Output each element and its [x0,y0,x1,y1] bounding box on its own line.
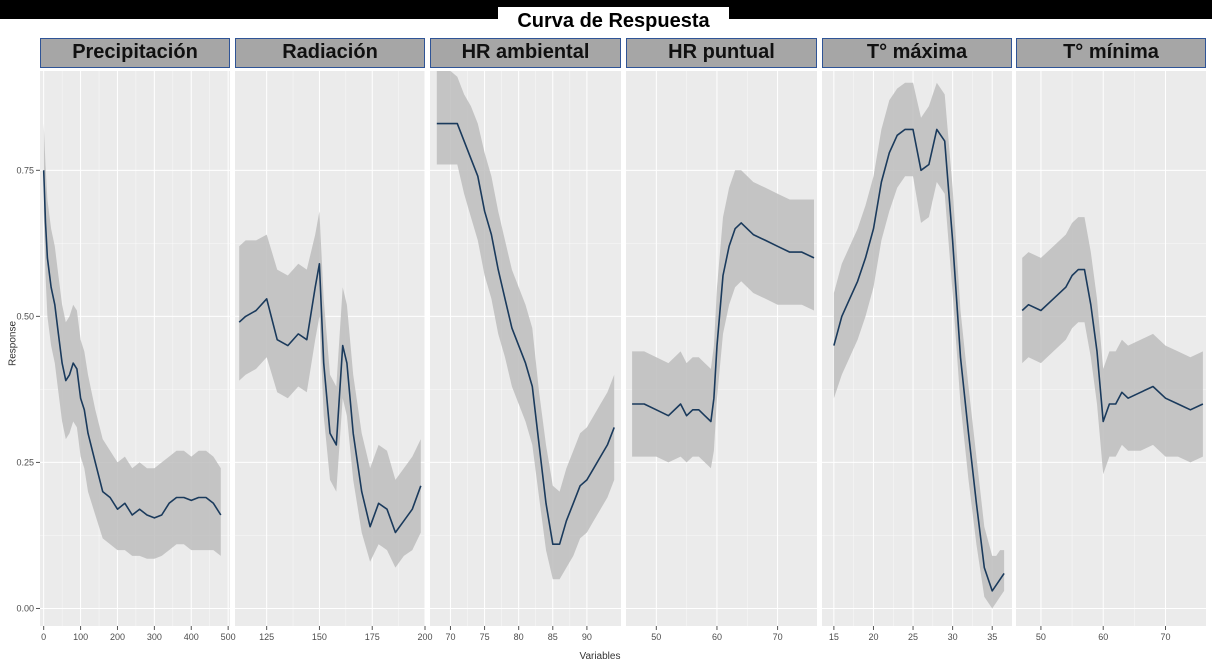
x-tick-label: 50 [651,632,661,642]
x-tick-label: 70 [445,632,455,642]
x-tick-label: 200 [417,632,432,642]
x-tick-label: 100 [73,632,88,642]
x-tick-label: 300 [147,632,162,642]
x-tick-label: 15 [829,632,839,642]
x-tick-label: 200 [110,632,125,642]
x-tick-label: 30 [948,632,958,642]
panel-strip-tmax: T° máxima [822,38,1012,68]
x-tick-label: 150 [312,632,327,642]
x-tick-label: 90 [582,632,592,642]
y-tick-label: 0.00 [16,603,34,613]
chart-title: Curva de Respuesta [498,7,729,35]
x-tick-label: 60 [712,632,722,642]
response-line [1021,268,1204,423]
y-tick-label: 0.75 [16,165,34,175]
x-tick-label: 75 [480,632,490,642]
y-tick-label: 0.25 [16,457,34,467]
x-tick-label: 85 [548,632,558,642]
x-tick-label: 25 [908,632,918,642]
x-axis-title: Variables [579,651,621,662]
x-tick-label: 50 [1036,632,1046,642]
response-line [436,122,615,546]
response-line [833,128,1005,592]
panel-strip-hr-puntual: HR puntual [626,38,817,68]
panel-strip-tmin: T° mínima [1016,38,1206,68]
confidence-ribbon [239,211,421,568]
x-tick-label: 35 [987,632,997,642]
confidence-ribbon [632,170,814,469]
response-line [238,262,422,534]
confidence-ribbon [43,123,221,559]
response-line [42,170,222,519]
y-tick-label: 0.50 [16,311,34,321]
x-tick-label: 500 [221,632,236,642]
x-tick-label: 70 [773,632,783,642]
panel-strip-hr-ambiental: HR ambiental [430,38,621,68]
x-tick-label: 70 [1161,632,1171,642]
panel-strip-radiacion: Radiación [235,38,425,68]
x-tick-label: 400 [184,632,199,642]
confidence-ribbon [436,71,615,580]
x-tick-label: 0 [41,632,46,642]
x-tick-label: 20 [868,632,878,642]
x-tick-label: 80 [514,632,524,642]
panel-strip-precipitacion: Precipitación [40,38,230,68]
x-tick-label: 175 [365,632,380,642]
y-axis-title: Response [7,320,19,367]
x-tick-label: 60 [1098,632,1108,642]
x-tick-label: 125 [259,632,274,642]
response-line [632,222,815,423]
confidence-ribbon [1022,217,1203,475]
